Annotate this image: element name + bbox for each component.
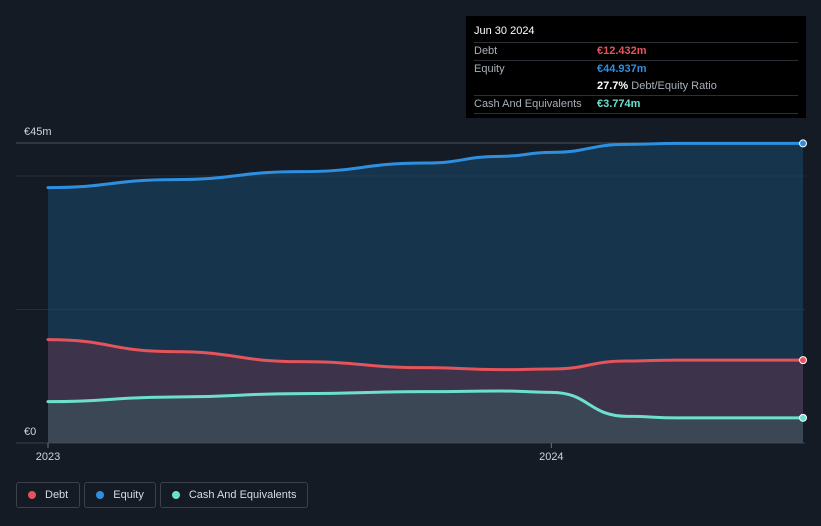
tooltip-equity-value: €44.937m [597,63,647,75]
tooltip-date: Jun 30 2024 [474,24,798,43]
chart-legend: Debt Equity Cash And Equivalents [16,482,309,508]
tooltip-debt-label: Debt [474,45,498,57]
data-tooltip: Jun 30 2024 Debt €12.432m Equity €44.937… [466,16,806,118]
tooltip-debt-value: €12.432m [597,45,647,57]
tooltip-cash-label: Cash And Equivalents [474,98,582,110]
tooltip-cash-row: Cash And Equivalents €3.774m [474,96,798,114]
debt-end-marker [799,356,807,365]
legend-equity-label: Equity [113,489,144,501]
legend-debt-label: Debt [45,489,69,501]
debt-line [46,338,805,372]
legend-item-debt[interactable]: Debt [16,482,81,508]
tooltip-ratio-value: 27.7% [597,80,629,92]
tooltip-equity-row: Equity €44.937m [474,61,798,78]
tooltip-ratio-block: 27.7% Debt/Equity Ratio [597,78,717,95]
equity-area [48,143,803,444]
marker-layer [799,139,807,422]
legend-cash-label: Cash And Equivalents [188,489,297,501]
cash-and-equivalents-end-marker [799,413,807,422]
y-tick-label-max: €45m [24,126,52,138]
x-tick-label: 2023 [36,451,60,463]
tooltip-cash-value: €3.774m [597,98,641,110]
cash-and-equivalents-line [46,389,805,420]
cash-dot-icon [171,491,180,499]
legend-item-equity[interactable]: Equity [84,482,156,508]
equity-end-marker [799,139,807,148]
cash-and-equivalents-area [48,391,803,443]
area-layer [48,143,803,444]
debt-dot-icon [28,491,36,499]
equity-dot-icon [96,491,105,499]
label-layer: €45m €0 2023 2024 [24,126,564,463]
line-layer [46,141,805,420]
tooltip-ratio-row: 27.7% Debt/Equity Ratio [474,78,798,96]
legend-item-cash[interactable]: Cash And Equivalents [159,482,309,508]
tooltip-ratio-label: Debt/Equity Ratio [631,80,717,92]
equity-line [46,141,805,190]
tooltip-debt-row: Debt €12.432m [474,43,798,61]
tooltip-equity-label: Equity [474,63,505,75]
x-tick-label: 2024 [539,451,563,463]
y-tick-label-zero: €0 [24,426,36,438]
